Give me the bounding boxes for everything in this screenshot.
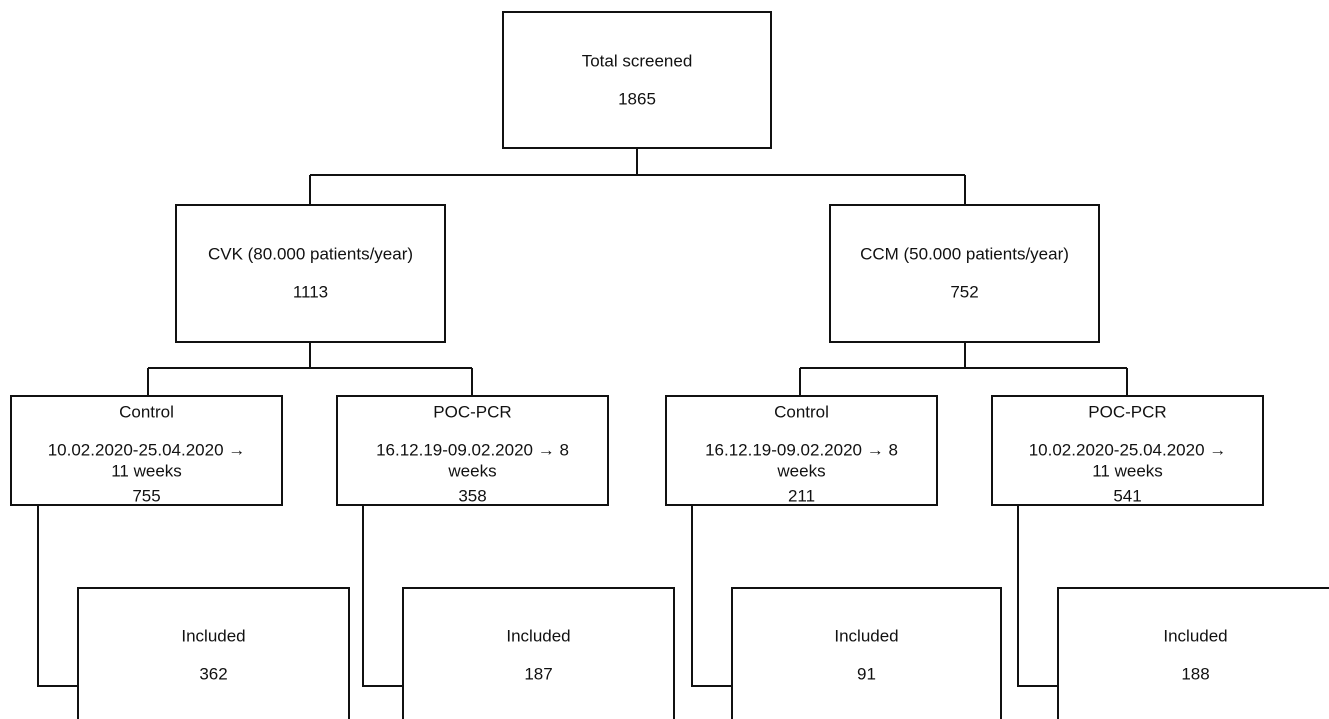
connector: [309, 148, 966, 205]
node-period: weeks: [447, 461, 496, 480]
node-period: 11 weeks: [111, 461, 182, 480]
connector: [1017, 505, 1058, 687]
node-box: [402, 587, 675, 719]
node-count: 1113: [293, 282, 328, 301]
connector: [691, 505, 732, 687]
node-label: CVK (80.000 patients/year): [208, 244, 413, 263]
connector: [799, 342, 1128, 396]
connectors: [37, 148, 1128, 687]
node-period: 11 weeks: [1092, 461, 1163, 480]
node-label: Included: [834, 626, 898, 645]
node-box: [77, 587, 350, 719]
node-count: 755: [132, 486, 160, 505]
node-period: 10.02.2020-25.04.2020 →: [48, 440, 246, 459]
node-box: [991, 395, 1264, 506]
node-count: 752: [950, 282, 978, 301]
node-count: 188: [1181, 664, 1209, 683]
node-period: weeks: [776, 461, 825, 480]
connector: [362, 505, 403, 687]
node-box: [336, 395, 609, 506]
node-label: Control: [119, 402, 174, 421]
node-count: 91: [857, 664, 876, 683]
node-count: 187: [524, 664, 552, 683]
node-count: 541: [1113, 486, 1141, 505]
node-box: [665, 395, 938, 506]
node-label: Included: [1163, 626, 1227, 645]
node-period: 10.02.2020-25.04.2020 →: [1029, 440, 1227, 459]
node-label: Included: [181, 626, 245, 645]
node-count: 1865: [618, 89, 656, 108]
node-label: POC-PCR: [1088, 402, 1166, 421]
node-count: 362: [199, 664, 227, 683]
node-label: Total screened: [582, 51, 693, 70]
node-period: 16.12.19-09.02.2020 → 8: [376, 440, 569, 459]
connector: [37, 505, 78, 687]
node-label: Control: [774, 402, 829, 421]
node-box: [175, 204, 446, 343]
node-label: Included: [506, 626, 570, 645]
node-label: CCM (50.000 patients/year): [860, 244, 1069, 263]
node-count: 358: [458, 486, 486, 505]
node-box: [829, 204, 1100, 343]
node-label: POC-PCR: [433, 402, 511, 421]
node-box: [502, 11, 772, 149]
node-box: [1057, 587, 1329, 719]
node-box: [731, 587, 1002, 719]
node-count: 211: [788, 486, 815, 505]
connector: [147, 342, 473, 396]
node-box: [10, 395, 283, 506]
node-period: 16.12.19-09.02.2020 → 8: [705, 440, 898, 459]
